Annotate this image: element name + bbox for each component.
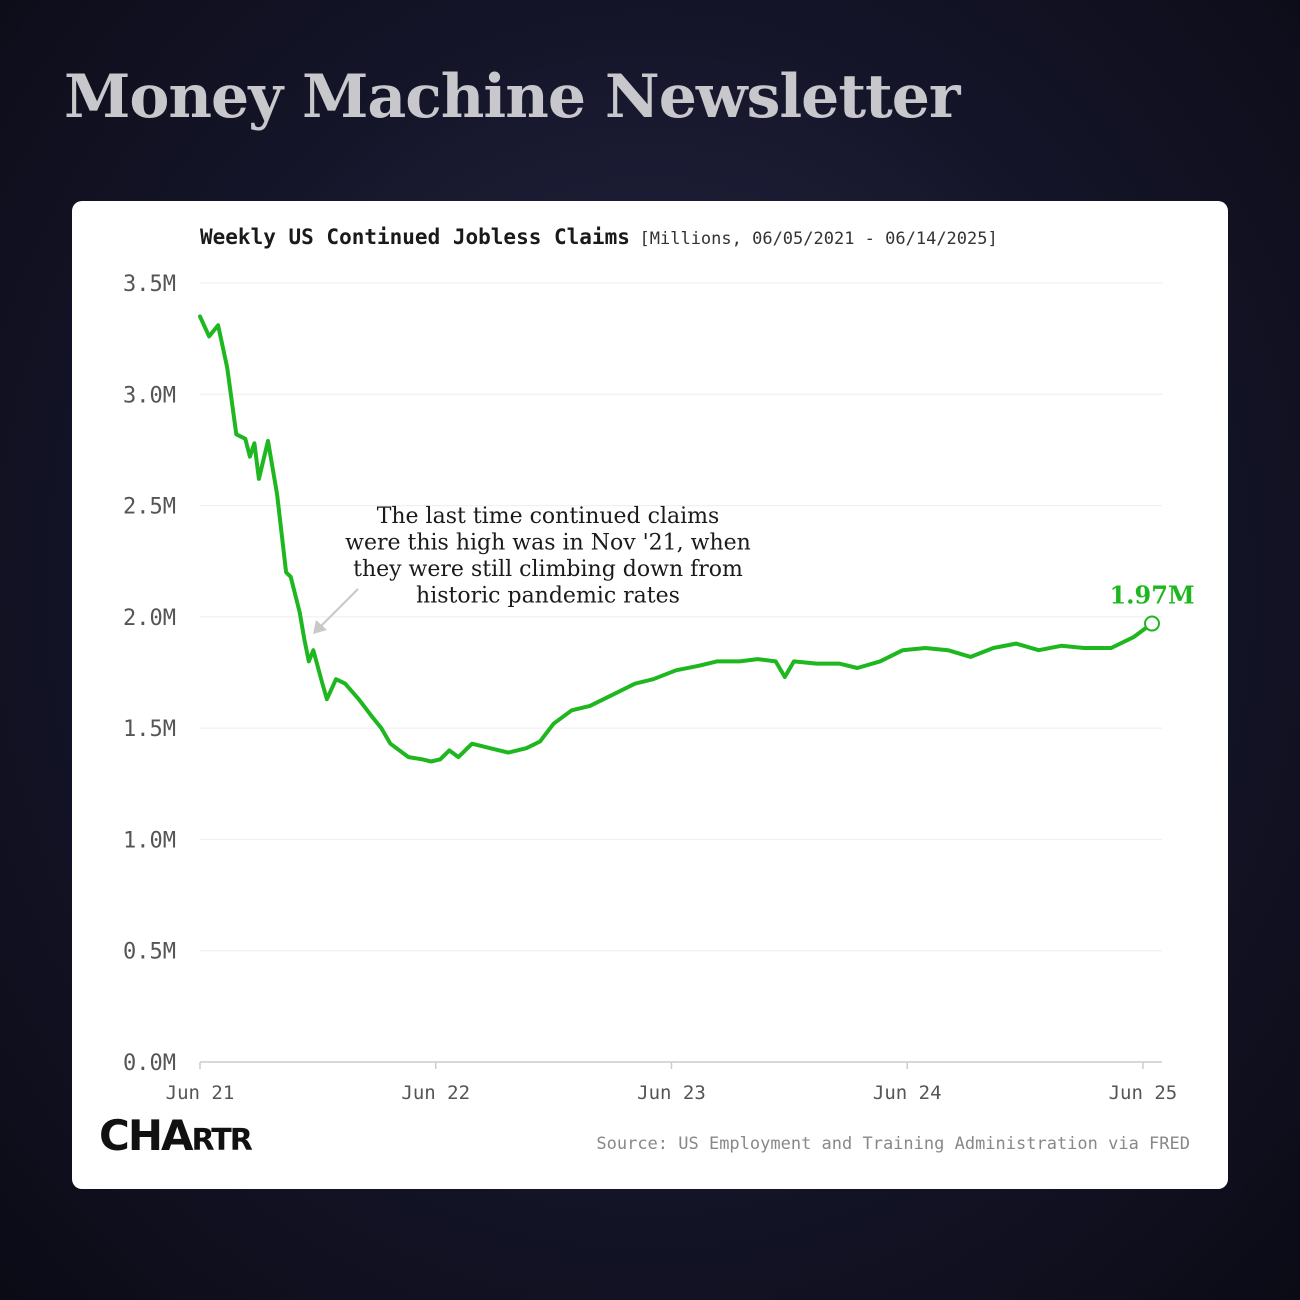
newsletter-title: Money Machine Newsletter bbox=[64, 62, 961, 132]
logo-text-small: RTR bbox=[191, 1123, 252, 1158]
grid-lines bbox=[200, 282, 1162, 952]
x-tick-label: Jun 25 bbox=[1109, 1082, 1178, 1104]
y-axis-ticks: 0.0M 0.5M 1.0M 1.5M 2.0M 2.5M 3.0M 3.5M bbox=[123, 272, 176, 1076]
series-line-continued-claims bbox=[198, 314, 1154, 764]
y-tick-label: 3.0M bbox=[123, 383, 176, 408]
y-tick-label: 2.0M bbox=[123, 606, 176, 631]
annotation-line: The last time continued claims bbox=[377, 504, 720, 529]
chart-title: Weekly US Continued Jobless Claims [Mill… bbox=[200, 225, 998, 249]
y-tick-label: 0.5M bbox=[123, 940, 176, 965]
y-tick-label: 0.0M bbox=[123, 1051, 176, 1076]
y-tick-label: 1.0M bbox=[123, 828, 176, 853]
annotation-line: they were still climbing down from bbox=[353, 557, 743, 582]
annotation-arrow-shaft bbox=[317, 588, 359, 630]
x-tick-label: Jun 24 bbox=[873, 1082, 942, 1104]
chart-subtitle: [Millions, 06/05/2021 - 06/14/2025] bbox=[639, 229, 998, 249]
annotation-line: were this high was in Nov '21, when bbox=[345, 531, 751, 556]
x-tick-label: Jun 22 bbox=[401, 1082, 470, 1104]
chart-title-main: Weekly US Continued Jobless Claims bbox=[200, 225, 630, 249]
x-tick-label: Jun 21 bbox=[166, 1082, 235, 1104]
source-note: Source: US Employment and Training Admin… bbox=[596, 1134, 1190, 1154]
end-value-label: 1.97M bbox=[1109, 581, 1194, 610]
end-point-marker bbox=[1144, 615, 1160, 632]
annotation-line: historic pandemic rates bbox=[416, 584, 680, 609]
chart-card: Weekly US Continued Jobless Claims [Mill… bbox=[72, 201, 1228, 1189]
y-tick-label: 1.5M bbox=[123, 717, 176, 742]
x-tick-label: Jun 23 bbox=[637, 1082, 706, 1104]
x-axis: Jun 21 Jun 22 Jun 23 Jun 24 Jun 25 bbox=[166, 1061, 1178, 1104]
logo-text-big: CHA bbox=[99, 1111, 193, 1160]
y-tick-label: 2.5M bbox=[123, 495, 176, 520]
chart-plot: 0.0M0.5M1.0M1.5M2.0M2.5M3.0M3.5M Jun 21 J… bbox=[123, 272, 1195, 1104]
chartr-logo: CHARTR bbox=[99, 1111, 253, 1160]
y-tick-label: 3.5M bbox=[123, 272, 176, 297]
annotation-arrow-head bbox=[313, 620, 327, 634]
